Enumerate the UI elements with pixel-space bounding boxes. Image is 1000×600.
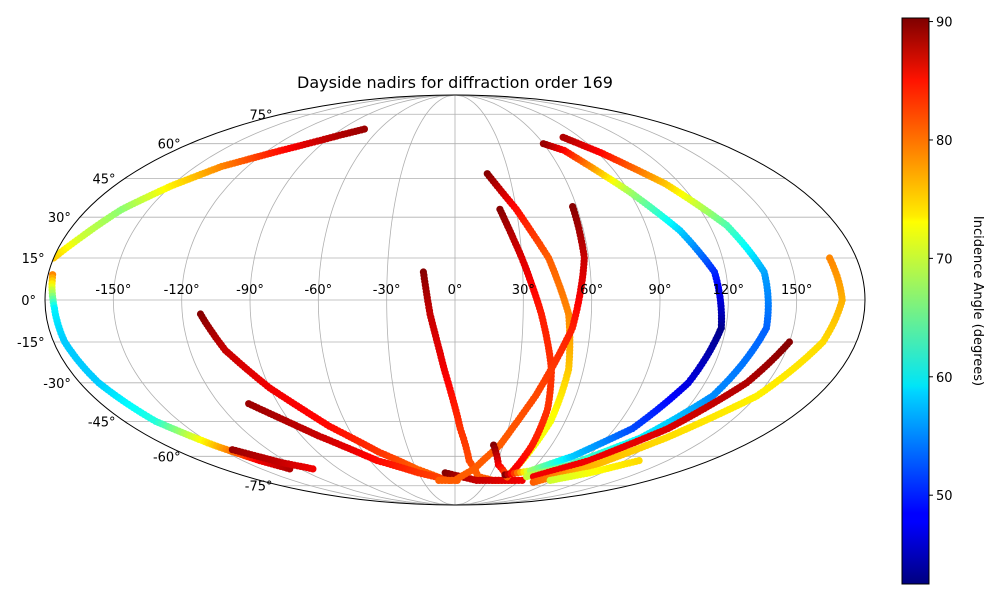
data-point — [539, 140, 548, 148]
colorbar-tick-label: 90 — [936, 16, 953, 31]
chart-title: Dayside nadirs for diffraction order 169 — [297, 73, 613, 92]
latitude-tick-label: -15° — [17, 336, 45, 351]
latitude-tick-label: 0° — [21, 294, 36, 309]
longitude-tick-label: 150° — [781, 283, 812, 298]
latitude-tick-label: 45° — [93, 173, 116, 188]
colorbar-gradient — [901, 17, 930, 585]
latitude-tick-label: 60° — [158, 138, 181, 153]
latitude-tick-label: -45° — [88, 415, 116, 430]
longitude-tick-label: -150° — [95, 283, 131, 298]
latitude-tick-labels: 75° 60° 45° 30° 15° 0° -15° -30° -45° -60° -75° — [17, 108, 273, 494]
longitude-tick-label: 90° — [648, 283, 671, 298]
latitude-tick-label: -30° — [43, 377, 71, 392]
longitude-tick-label: 120° — [713, 283, 744, 298]
data-point — [635, 457, 643, 465]
colorbar: 50 60 70 80 90 Incidence Angle (degrees) — [901, 16, 985, 585]
data-point — [785, 338, 794, 346]
longitude-tick-labels: -150° -120° -90° -60° -30° 0° 30° 60° 90° 120° 150… — [95, 283, 812, 298]
graticule-grid — [45, 95, 865, 505]
colorbar-tick-label: 70 — [936, 252, 953, 267]
longitude-tick-label: 0° — [448, 283, 463, 298]
longitude-tick-label: -30° — [373, 283, 401, 298]
data-point — [435, 476, 443, 484]
latitude-tick-label: -60° — [153, 450, 181, 465]
colorbar-label: Incidence Angle (degrees) — [970, 216, 985, 386]
data-point — [826, 254, 834, 262]
data-point — [559, 133, 567, 141]
latitude-tick-label: 75° — [249, 108, 272, 123]
colorbar-ticks: 50 60 70 80 90 — [929, 16, 953, 504]
data-point — [309, 465, 317, 473]
latitude-tick-label: 15° — [22, 252, 45, 267]
longitude-tick-label: -120° — [164, 283, 200, 298]
colorbar-tick-label: 80 — [936, 134, 953, 149]
colorbar-tick-label: 60 — [936, 371, 953, 386]
colorbar-tick-label: 50 — [936, 489, 953, 504]
latitude-tick-label: -75° — [245, 480, 273, 495]
longitude-tick-label: 60° — [580, 283, 603, 298]
latitude-tick-label: 30° — [48, 211, 71, 226]
longitude-tick-label: 30° — [512, 283, 535, 298]
longitude-tick-label: -90° — [236, 283, 264, 298]
longitude-tick-label: -60° — [304, 283, 332, 298]
data-point — [360, 125, 368, 133]
data-points — [48, 125, 846, 486]
map-boundary — [44, 94, 866, 506]
